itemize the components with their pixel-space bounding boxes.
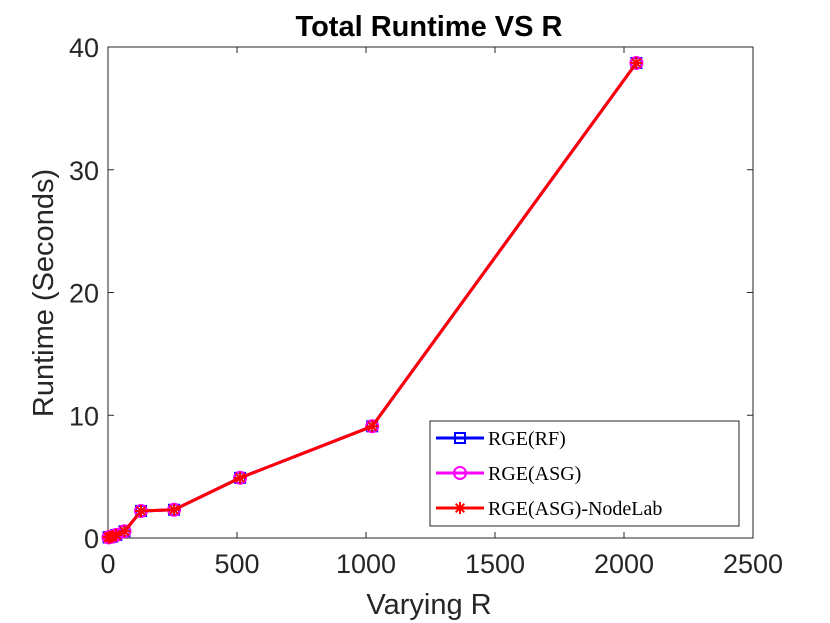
x-tick-label: 500: [214, 549, 259, 579]
star-stroke: [454, 502, 466, 514]
y-tick-label: 30: [69, 156, 99, 186]
legend-marker: [453, 466, 467, 480]
circle-marker-shape: [453, 466, 467, 480]
data-point: [168, 503, 181, 516]
y-tick-label: 0: [84, 524, 99, 554]
data-point: [366, 420, 379, 433]
data-point: [234, 471, 247, 484]
star-stroke: [119, 526, 130, 537]
y-tick-label: 20: [69, 279, 99, 309]
data-point: [630, 56, 643, 69]
x-tick-label: 1500: [465, 549, 525, 579]
star-stroke: [235, 472, 246, 483]
legend-marker: [454, 432, 466, 444]
legend-marker: [454, 502, 466, 514]
chart-title: Total Runtime VS R: [296, 11, 563, 43]
legend-entry: RGE(ASG)-NodeLab: [436, 498, 662, 520]
y-axis-label: Runtime (Seconds): [28, 169, 60, 417]
x-tick-label: 2000: [594, 549, 654, 579]
star-stroke: [631, 57, 642, 68]
x-tick-label: 1000: [336, 549, 396, 579]
legend-label: RGE(RF): [488, 428, 566, 450]
x-tick-label: 0: [100, 549, 115, 579]
legend-entry: RGE(RF): [436, 428, 566, 450]
data-point: [118, 525, 131, 538]
series-layer: [101, 55, 644, 545]
legend-label: RGE(ASG)-NodeLab: [488, 498, 662, 520]
y-tick-label: 10: [69, 401, 99, 431]
star-stroke: [169, 504, 180, 515]
x-tick-label: 2500: [723, 549, 783, 579]
data-point: [135, 504, 148, 517]
axes: 0 500 1000 1500 2000 2500 0 10 20 30 40: [69, 33, 783, 579]
legend-label: RGE(ASG): [488, 463, 581, 485]
series-3: [102, 56, 643, 544]
y-tick-label: 40: [69, 33, 99, 63]
legend: RGE(RF) RGE(ASG) RGE(ASG)-NodeLab: [429, 420, 740, 527]
star-stroke: [135, 505, 147, 517]
square-marker-shape: [454, 432, 466, 444]
legend-entry: RGE(ASG): [436, 463, 581, 485]
x-axis-label: Varying R: [366, 589, 491, 621]
star-stroke: [367, 421, 378, 432]
